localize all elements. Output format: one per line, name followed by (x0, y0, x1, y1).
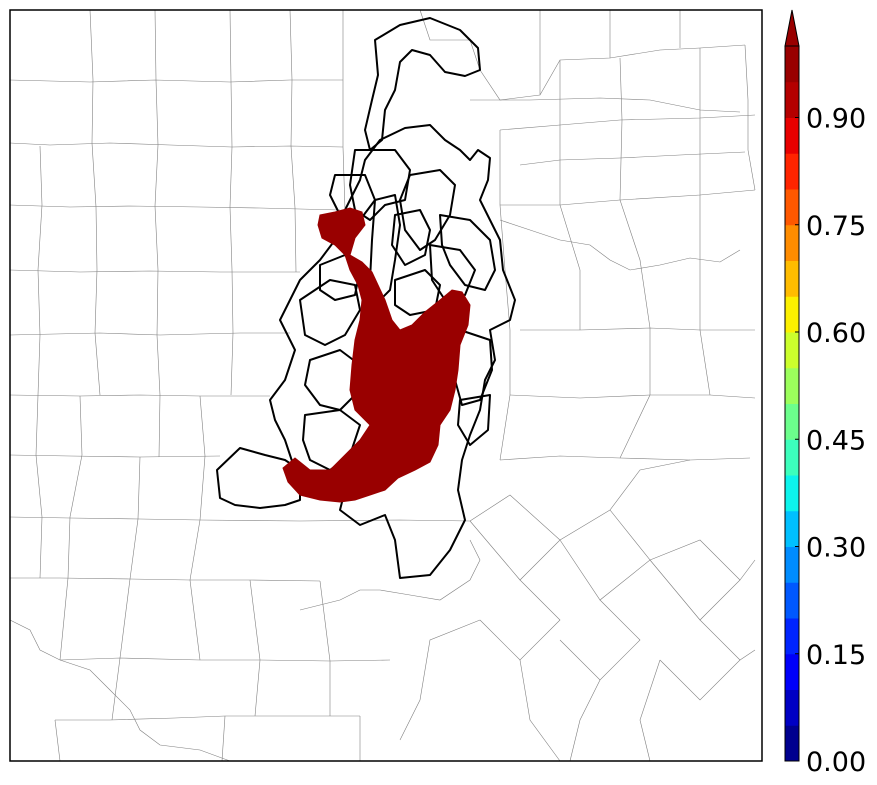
colorbar: 0.00 0.15 0.30 0.45 0.60 0.75 0.90 (784, 9, 866, 778)
colorbar-segment (785, 332, 799, 369)
colorbar-segment (785, 618, 799, 655)
colorbar-segment (785, 117, 799, 154)
contour-inner-7 (369, 194, 401, 301)
colorbar-extend-arrow (784, 9, 800, 47)
colorbar-tick-label: 0.30 (806, 533, 866, 564)
colorbar-segment (785, 81, 799, 118)
colorbar-segment (785, 260, 799, 297)
colorbar-tick-label: 0.15 (806, 640, 866, 671)
colorbar-segment (785, 189, 799, 226)
county-borders (9, 9, 756, 762)
contour-north-lobe-2 (269, 124, 516, 579)
contour-west-lobe (216, 447, 301, 509)
colorbar-segment (785, 725, 799, 762)
colorbar-segment (785, 510, 799, 547)
contour-inner-1 (349, 149, 411, 221)
colorbar-segment (785, 475, 799, 512)
colorbar-segment (785, 582, 799, 619)
colorbar-segment (785, 439, 799, 476)
colorbar-segment (785, 46, 799, 83)
colorbar-tick-label: 0.00 (806, 747, 866, 778)
contour-inner-3 (439, 214, 496, 291)
colorbar-segment (785, 296, 799, 333)
colorbar-segment (785, 367, 799, 404)
colorbar-segment (785, 546, 799, 583)
probability-fill-region (282, 207, 471, 503)
contour-inner-12 (391, 209, 431, 266)
colorbar-tick-label: 0.45 (806, 425, 866, 456)
colorbar-segment (785, 403, 799, 440)
colorbar-tick-label: 0.60 (806, 318, 866, 349)
colorbar-segment (785, 224, 799, 261)
map-panel (9, 9, 763, 762)
colorbar-frame (784, 45, 800, 762)
colorbar-segment (785, 153, 799, 190)
colorbar-tick-label: 0.75 (806, 211, 866, 242)
map-frame (9, 9, 763, 762)
colorbar-segment (785, 653, 799, 690)
contour-inner-14 (457, 394, 491, 446)
contour-inner-2 (399, 169, 456, 251)
colorbar-segment (785, 689, 799, 726)
colorbar-tick-label: 0.90 (806, 104, 866, 135)
contour-inner-4 (299, 279, 361, 346)
contour-inner-5 (304, 349, 361, 411)
contour-north-lobe (364, 17, 481, 151)
contour-inner-9 (429, 244, 476, 301)
